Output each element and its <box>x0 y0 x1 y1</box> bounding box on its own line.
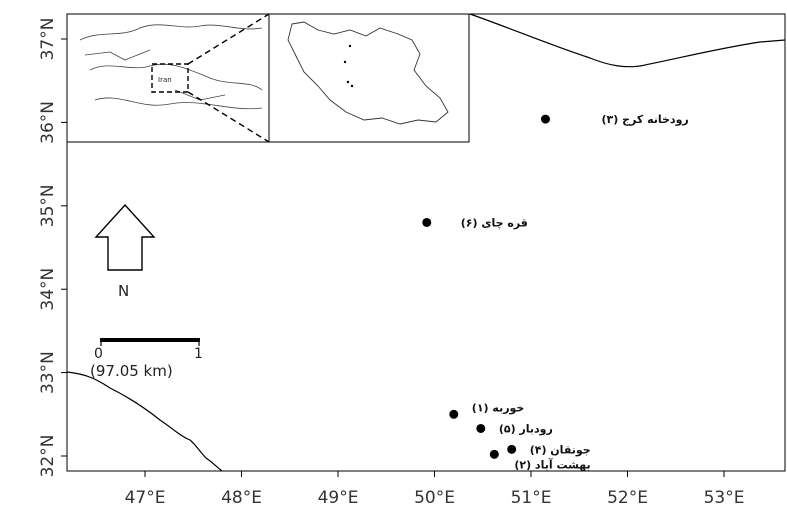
x-axis: 47°E 48°E 49°E 50°E 51°E 52°E 53°E <box>125 471 745 508</box>
y-axis-tick-label: 32°N <box>38 435 58 478</box>
sampling-sites: رودخانه کرج (۳) قره چای (۶) خوربه (۱) رودبا… <box>422 113 689 471</box>
x-axis-tick-label: 49°E <box>318 488 359 508</box>
x-axis-tick-label: 48°E <box>221 488 262 508</box>
x-axis-tick-label: 50°E <box>414 488 455 508</box>
inset-iran-outline <box>287 21 449 125</box>
y-axis-tick-label: 37°N <box>38 18 58 61</box>
site-label: خوربه (۱) <box>472 401 525 414</box>
scale-bar: 0 1 (97.05 km) <box>90 338 203 380</box>
inset-site-dot <box>343 60 347 64</box>
inset-maps: Iran <box>66 13 470 143</box>
scale-bar-end-label: 1 <box>194 346 203 362</box>
y-axis-tick-label: 36°N <box>38 101 58 144</box>
site-marker <box>489 449 499 459</box>
y-axis-tick-label: 35°N <box>38 184 58 227</box>
site-label: بهشت آباد (۲) <box>514 457 590 471</box>
site-label: قره چای (۶) <box>461 216 528 229</box>
scale-bar-distance-label: (97.05 km) <box>90 362 173 380</box>
x-axis-tick-label: 52°E <box>607 488 648 508</box>
site-marker <box>449 409 459 419</box>
inset-iran-box <box>151 63 189 93</box>
inset-zoom-line-top <box>187 13 270 65</box>
site-marker <box>507 444 517 454</box>
y-axis-tick-label: 34°N <box>38 268 58 311</box>
caspian-coastline <box>469 13 786 68</box>
y-axis-tick-label: 33°N <box>38 351 58 394</box>
inset-site-dot <box>348 44 352 48</box>
western-border-line <box>66 371 223 472</box>
x-axis-tick-label: 47°E <box>125 488 166 508</box>
site-label: جونقان (۴) <box>530 443 591 456</box>
site-marker <box>540 114 550 124</box>
x-axis-tick-label: 51°E <box>511 488 552 508</box>
site-marker <box>422 217 432 227</box>
north-arrow-label: N <box>118 282 129 300</box>
inset-zoom-line-bottom <box>187 91 270 143</box>
scale-bar-start-label: 0 <box>94 346 103 362</box>
y-axis: 32°N 33°N 34°N 35°N 36°N 37°N <box>38 18 67 478</box>
inset-region-coastlines <box>79 24 263 110</box>
site-marker <box>476 423 486 433</box>
x-axis-tick-label: 53°E <box>704 488 745 508</box>
north-arrow: N <box>94 203 156 300</box>
site-label: رودخانه کرج (۳) <box>601 113 688 127</box>
site-label: رودبار (۵) <box>499 422 553 435</box>
inset-iran-label: Iran <box>158 76 172 84</box>
inset-iran-frame <box>268 13 470 143</box>
inset-site-dot <box>346 80 350 84</box>
inset-site-dot <box>350 84 354 88</box>
north-arrow-icon <box>94 203 156 271</box>
